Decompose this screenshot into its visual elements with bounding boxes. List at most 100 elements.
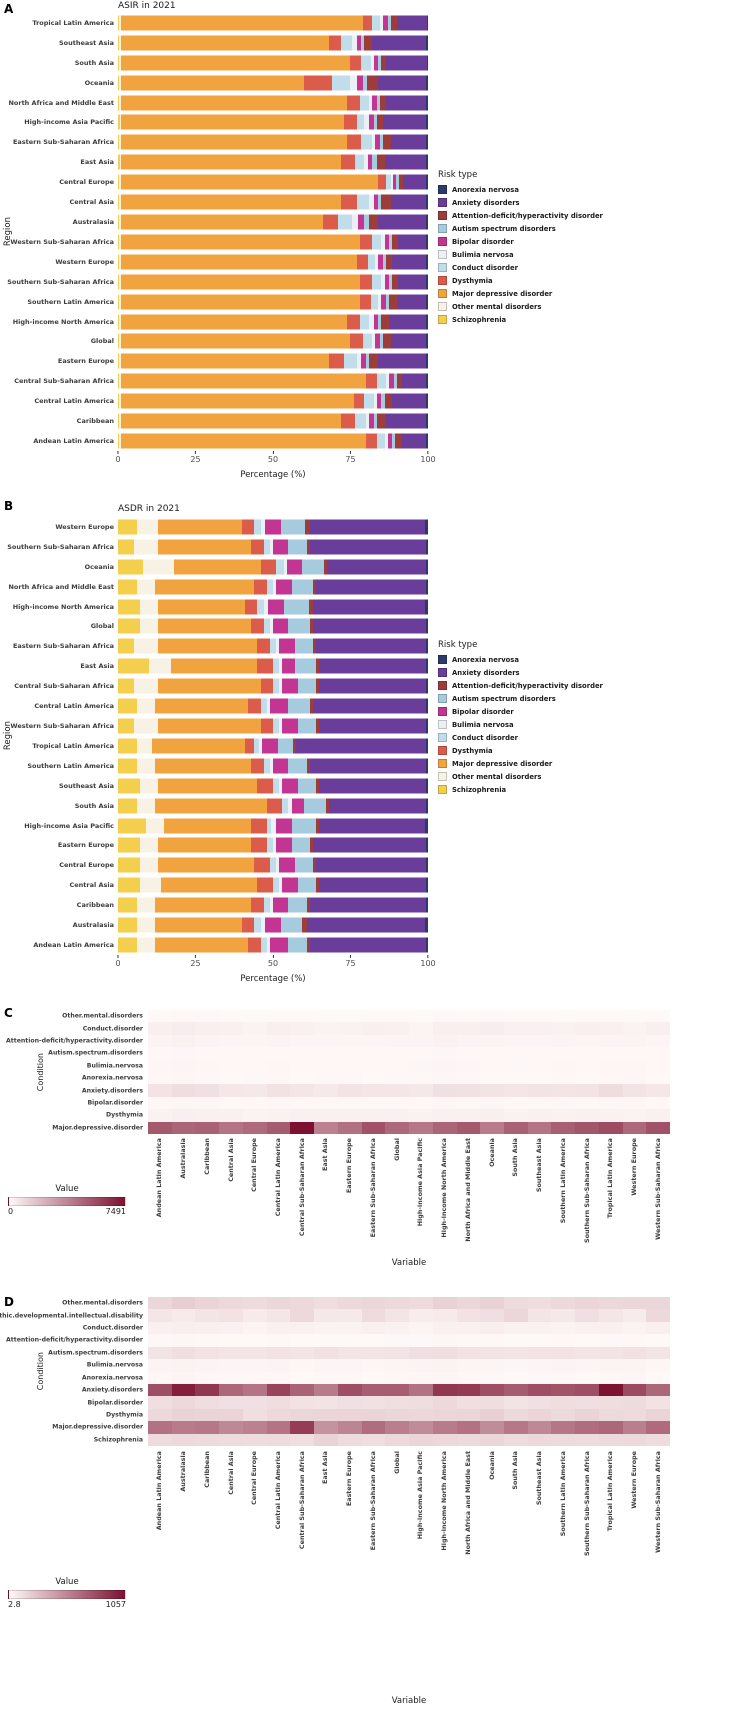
stacked-bar [118, 294, 428, 310]
stacked-bar [118, 274, 428, 290]
bar-segment [119, 75, 122, 91]
heatmap-cell [432, 1121, 457, 1135]
bar-segment [378, 353, 427, 369]
bar-segment [353, 393, 365, 409]
bar-segment [118, 15, 119, 31]
heatmap-cell [504, 1059, 528, 1073]
heatmap-cell [219, 1084, 243, 1097]
heatmap-cell [551, 1383, 576, 1397]
heatmap-cell [266, 1059, 291, 1073]
legend-swatch [438, 211, 447, 220]
bar-segment [293, 738, 297, 754]
heatmap-cell [290, 1346, 315, 1360]
bar-segment [316, 579, 427, 595]
heatmap-cell [266, 1346, 291, 1360]
heatmap-cell [551, 1371, 576, 1384]
bar-segment [272, 658, 280, 674]
heatmap-cell [266, 1359, 291, 1372]
bar-segment [398, 234, 427, 250]
bar-segment [118, 333, 120, 349]
stacked-bar [118, 917, 428, 933]
heatmap-cell [171, 1433, 196, 1447]
bar-segment [288, 539, 308, 555]
bar-segment [283, 599, 309, 615]
bar-segment [257, 778, 273, 794]
heatmap-row-cells [148, 1334, 671, 1347]
heatmap-cell [385, 1359, 410, 1372]
bar-segment [356, 114, 365, 130]
value-legend: Value 0 7491 [8, 1184, 126, 1216]
heatmap-cell [622, 1059, 647, 1073]
bar-segment [158, 599, 246, 615]
bar-segment [359, 234, 373, 250]
heatmap-cell [527, 1096, 552, 1110]
bar-segment [119, 433, 122, 449]
x-tick: 0 [115, 451, 121, 464]
bar-segment [241, 519, 255, 535]
bar-segment [383, 333, 391, 349]
bar-segment [426, 897, 428, 913]
x-axis-title-variable: Variable [391, 1258, 427, 1268]
bar-segment [327, 559, 427, 575]
heatmap-row: Dysthymia [0, 1408, 671, 1422]
variable-label: East Asia [321, 1138, 330, 1172]
legend-label: Anxiety disorders [452, 668, 520, 677]
bar-segment [307, 539, 311, 555]
value-legend-title: Value [55, 1577, 79, 1587]
legend-label: Major depressive disorder [452, 759, 553, 768]
bar-segment [297, 718, 317, 734]
bar-segment [118, 718, 134, 734]
bar-segment [118, 433, 120, 449]
bar-segment [119, 393, 122, 409]
heatmap-cell [456, 1321, 481, 1335]
bar-segment [396, 174, 399, 190]
heatmap-cell [219, 1309, 243, 1322]
heatmap-cell [219, 1096, 243, 1110]
legend-label: Anorexia nervosa [452, 655, 519, 664]
heatmap-cell [385, 1433, 410, 1447]
bar-segment [118, 758, 137, 774]
bar-segment [364, 214, 370, 230]
region-label: Western Sub-Saharan Africa [10, 237, 114, 246]
bar-segment [396, 15, 427, 31]
heatmap-row: Bipolar.disorder [0, 1096, 671, 1110]
region-label: Central Latin America [34, 397, 114, 406]
heatmap-cell [219, 1022, 243, 1035]
bar-segment [313, 698, 427, 714]
heatmap-cell [361, 1346, 386, 1360]
bar-segment [158, 618, 252, 634]
bar-segment [297, 877, 317, 893]
heatmap-row-cells [148, 1371, 671, 1384]
legend-item: Schizophrenia [438, 785, 730, 794]
heatmap-cell [622, 1396, 647, 1409]
heatmap-cell [622, 1334, 647, 1347]
bar-segment [279, 678, 283, 694]
variable-label: Caribbean [202, 1451, 211, 1488]
heatmap-row-cells [148, 1297, 671, 1310]
bar-segment [356, 353, 362, 369]
bar-segment [347, 134, 362, 150]
region-label: Andean Latin America [33, 940, 114, 949]
heatmap-cell [575, 1010, 599, 1023]
bar-segment [310, 698, 314, 714]
bar-segment [379, 134, 383, 150]
legend-label: Conduct disorder [452, 263, 518, 272]
stacked-bar [118, 314, 428, 330]
heatmap-cell [480, 1408, 505, 1422]
bar-row: Tropical Latin America [4, 736, 428, 756]
bar-segment [372, 274, 382, 290]
heatmap-row: Bulimia.nervosa [0, 1059, 671, 1073]
heatmap-cell [575, 1047, 599, 1060]
variable-label-cell: Central Latin America [267, 1138, 291, 1256]
heatmap-cell [551, 1096, 576, 1110]
heatmap-cell [432, 1309, 457, 1322]
bar-segment [118, 738, 137, 754]
region-label: Tropical Latin America [32, 18, 114, 27]
heatmap-cell [527, 1383, 552, 1397]
heatmap-cell [409, 1346, 433, 1360]
bar-segment [118, 154, 120, 170]
bar-segment [307, 897, 311, 913]
bar-segment [426, 539, 428, 555]
bar-segment [136, 937, 156, 953]
heatmap-cell [527, 1421, 552, 1434]
